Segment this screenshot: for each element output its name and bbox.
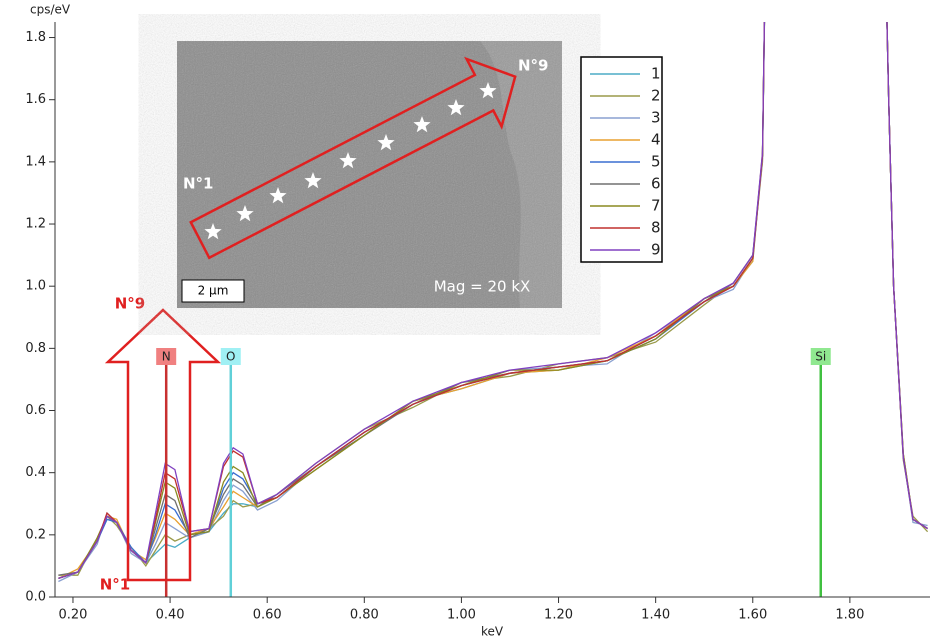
star (339, 152, 357, 169)
y-axis-label: cps/eV (30, 3, 71, 17)
series-line (58, 22, 928, 580)
star (236, 205, 254, 222)
x-tick-label: 0.20 (58, 608, 87, 623)
inset-arrow-shape (189, 56, 517, 260)
star (447, 99, 465, 116)
star (413, 116, 431, 133)
y-tick-label: 1.2 (25, 217, 46, 232)
star (304, 172, 322, 189)
sem-inset: N°1 N°9 2 µm Mag = 20 kX (177, 41, 562, 308)
legend-label: 1 (651, 65, 661, 83)
x-axis-label: keV (481, 625, 504, 639)
legend-label: 7 (651, 197, 661, 215)
y-tick-label: 0.4 (25, 465, 46, 480)
inset-arrow (189, 56, 517, 260)
element-label-bg (220, 348, 241, 365)
x-tick-label: 1.60 (738, 608, 767, 623)
element-label: Si (815, 350, 826, 364)
legend-label: 9 (651, 241, 661, 259)
lines (58, 22, 929, 597)
element-label: N (162, 350, 171, 364)
ticks: 0.0 0.2 0.4 0.6 0.8 1.0 1.2 1.4 1.6 1.8 0.20 0.40 0.… (25, 30, 864, 622)
x-tick-label: 1.00 (447, 608, 476, 623)
y-tick-label: 0.2 (25, 527, 46, 542)
star (269, 187, 287, 204)
x-tick-label: 0.80 (350, 608, 379, 623)
star (204, 223, 222, 240)
y-tick-label: 1.0 (25, 279, 46, 294)
legend-label: 3 (651, 109, 661, 127)
inset-label: N°1 (183, 175, 214, 193)
x-tick-label: 1.80 (835, 608, 864, 623)
scale-bar-box (181, 279, 245, 303)
legend-items: 1 2 3 4 5 6 7 8 9 (590, 65, 661, 259)
y-tick-label: 1.8 (25, 30, 46, 45)
magnification: Mag = 20 kX (434, 278, 531, 296)
arrow-label: N°1 (100, 576, 131, 594)
arrow-label: N°9 (115, 295, 146, 313)
scale-bar: 2 µm (198, 284, 229, 298)
y-tick-label: 1.4 (25, 154, 46, 169)
element-label: O (226, 350, 235, 364)
legend (580, 56, 663, 263)
y-tick-label: 0.8 (25, 341, 46, 356)
stars (204, 82, 497, 240)
legend-label: 8 (651, 219, 661, 237)
star (479, 82, 497, 99)
inset-label: N°9 (518, 57, 549, 75)
element-label-bg (810, 348, 831, 365)
legend-label: 4 (651, 131, 661, 149)
trend-arrow (104, 308, 222, 582)
legend-label: 5 (651, 153, 661, 171)
y-tick-label: 0.6 (25, 403, 46, 418)
element-label-bg (156, 348, 177, 365)
y-tick-label: 1.6 (25, 92, 46, 107)
x-tick-label: 1.40 (641, 608, 670, 623)
star (377, 134, 395, 151)
x-tick-label: 0.60 (253, 608, 282, 623)
y-tick-label: 0.0 (25, 590, 46, 605)
legend-label: 6 (651, 175, 661, 193)
x-tick-label: 1.20 (544, 608, 573, 623)
legend-label: 2 (651, 87, 661, 105)
x-tick-label: 0.40 (156, 608, 185, 623)
